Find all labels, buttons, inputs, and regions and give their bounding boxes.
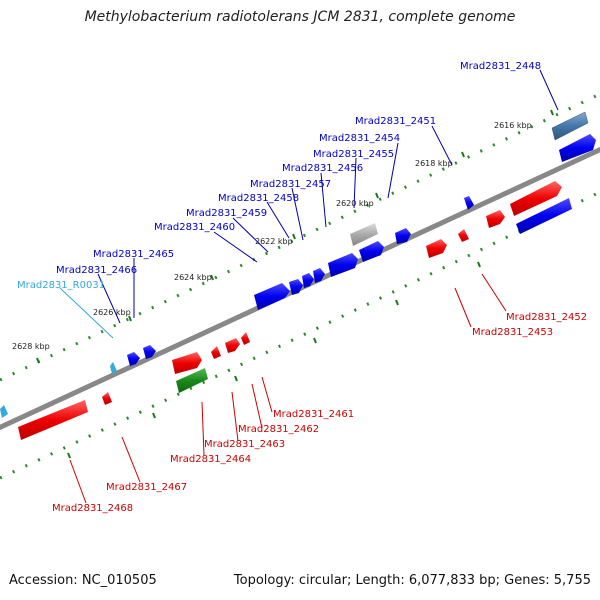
leader-2454 [387,142,399,199]
label-2468: Mrad2831_2468 [52,503,133,514]
leader-2451 [431,125,453,166]
gene-block-r5 [426,239,447,258]
gene-block-3 [395,228,411,244]
gene-block-r8 [225,338,240,353]
label-2451: Mrad2831_2451 [355,116,436,127]
gene-block-r10 [102,392,112,405]
leader-2458 [266,201,290,239]
label-r0031: Mrad2831_R0031 [17,280,105,291]
label-2448: Mrad2831_2448 [460,61,541,72]
genome-title: Methylobacterium radiotolerans JCM 2831,… [84,9,516,25]
gene-block-r7 [211,346,221,359]
label-2461: Mrad2831_2461 [273,409,354,420]
gene-block-r6 [172,352,202,374]
leader-2452 [481,273,507,312]
label-2455: Mrad2831_2455 [313,149,394,160]
gene-block-r2 [516,198,572,234]
gene-rna-edge [0,405,8,418]
gene-block-6 [313,268,325,283]
label-2460: Mrad2831_2460 [154,222,235,233]
label-2462: Mrad2831_2462 [238,424,319,435]
gene-block-5 [328,253,358,277]
label-2458: Mrad2831_2458 [218,193,299,204]
leader-2457 [291,187,304,241]
tick-label-2624: 2624 kbp [174,273,212,282]
label-2464: Mrad2831_2464 [170,454,251,465]
label-2453: Mrad2831_2453 [472,327,553,338]
gene-mrad2831-2448 [551,111,589,141]
leader-2463 [231,391,239,442]
label-2457: Mrad2831_2457 [250,179,331,190]
tick-label-2620: 2620 kbp [336,199,374,208]
leader-2453 [454,287,472,328]
gene-block-9 [254,283,290,310]
gene-block-10 [143,345,156,359]
gene-block-4 [359,241,384,262]
leader-2455 [353,157,357,209]
tick-label-2616: 2616 kbp [494,121,532,130]
label-2463: Mrad2831_2463 [204,439,285,450]
label-2454: Mrad2831_2454 [319,133,400,144]
leader-2459 [232,217,269,253]
gene-block-7 [302,273,314,288]
topology-summary: Topology: circular; Length: 6,077,833 bp… [233,573,591,588]
label-2452: Mrad2831_2452 [506,312,587,323]
tick-label-2618: 2618 kbp [415,159,453,168]
gene-green [176,368,208,393]
leader-2462 [251,383,263,429]
leader-2456 [320,172,327,228]
accession-text: Accession: NC_010505 [9,573,157,588]
label-2466: Mrad2831_2466 [56,265,137,276]
leader-2464 [201,401,205,456]
gene-block-r9 [241,332,250,345]
gene-block-r3 [486,210,505,228]
leader-2466 [97,273,121,324]
gene-block-r1 [510,181,562,216]
gene-block-r11 [18,400,88,440]
leader-2461 [261,376,273,413]
gene-pseudo [350,223,378,246]
leader-2468 [69,459,87,504]
tick-label-2628: 2628 kbp [12,342,50,351]
label-2459: Mrad2831_2459 [186,208,267,219]
gene-block-8 [289,279,303,295]
gene-block-r4 [458,229,469,242]
tick-label-2622: 2622 kbp [255,237,293,246]
leader-2460 [213,231,258,263]
tick-label-2626: 2626 kbp [93,308,131,317]
leader-2467 [121,436,141,483]
tick-marks [36,109,554,459]
label-2465: Mrad2831_2465 [93,249,174,260]
gene-rna-r0031 [110,362,117,374]
leader-r0031 [59,287,114,339]
gene-block-1 [559,134,596,162]
gene-block-11 [127,352,140,366]
label-2467: Mrad2831_2467 [106,482,187,493]
leader-2448 [539,69,559,111]
gene-block-2 [464,196,474,210]
label-2456: Mrad2831_2456 [282,163,363,174]
